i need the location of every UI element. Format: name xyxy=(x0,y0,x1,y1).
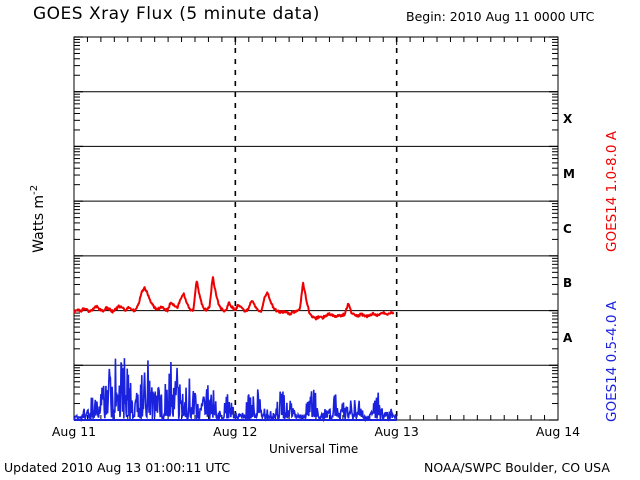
legend-long-channel: GOES14 1.0-8.0 A xyxy=(604,131,620,252)
legend-short-channel: GOES14 0.5-4.0 A xyxy=(604,301,620,422)
updated-timestamp: Updated 2010 Aug 13 01:00:11 UTC xyxy=(4,460,231,475)
x-axis-label: Universal Time xyxy=(269,442,359,456)
x-tick-label: Aug 13 xyxy=(374,424,419,439)
x-tick-label: Aug 12 xyxy=(213,424,258,439)
page-title: GOES Xray Flux (5 minute data) xyxy=(33,4,320,24)
x-tick-label: Aug 11 xyxy=(51,424,97,439)
flare-class-B: B xyxy=(563,276,573,291)
flare-class-M: M xyxy=(563,166,575,181)
flare-class-C: C xyxy=(563,221,572,236)
x-tick-label: Aug 14 xyxy=(535,424,581,439)
begin-time-label: Begin: 2010 Aug 11 0000 UTC xyxy=(406,9,595,24)
flare-class-A: A xyxy=(563,330,573,345)
credit-label: NOAA/SWPC Boulder, CO USA xyxy=(424,460,610,475)
flare-class-X: X xyxy=(563,112,573,127)
